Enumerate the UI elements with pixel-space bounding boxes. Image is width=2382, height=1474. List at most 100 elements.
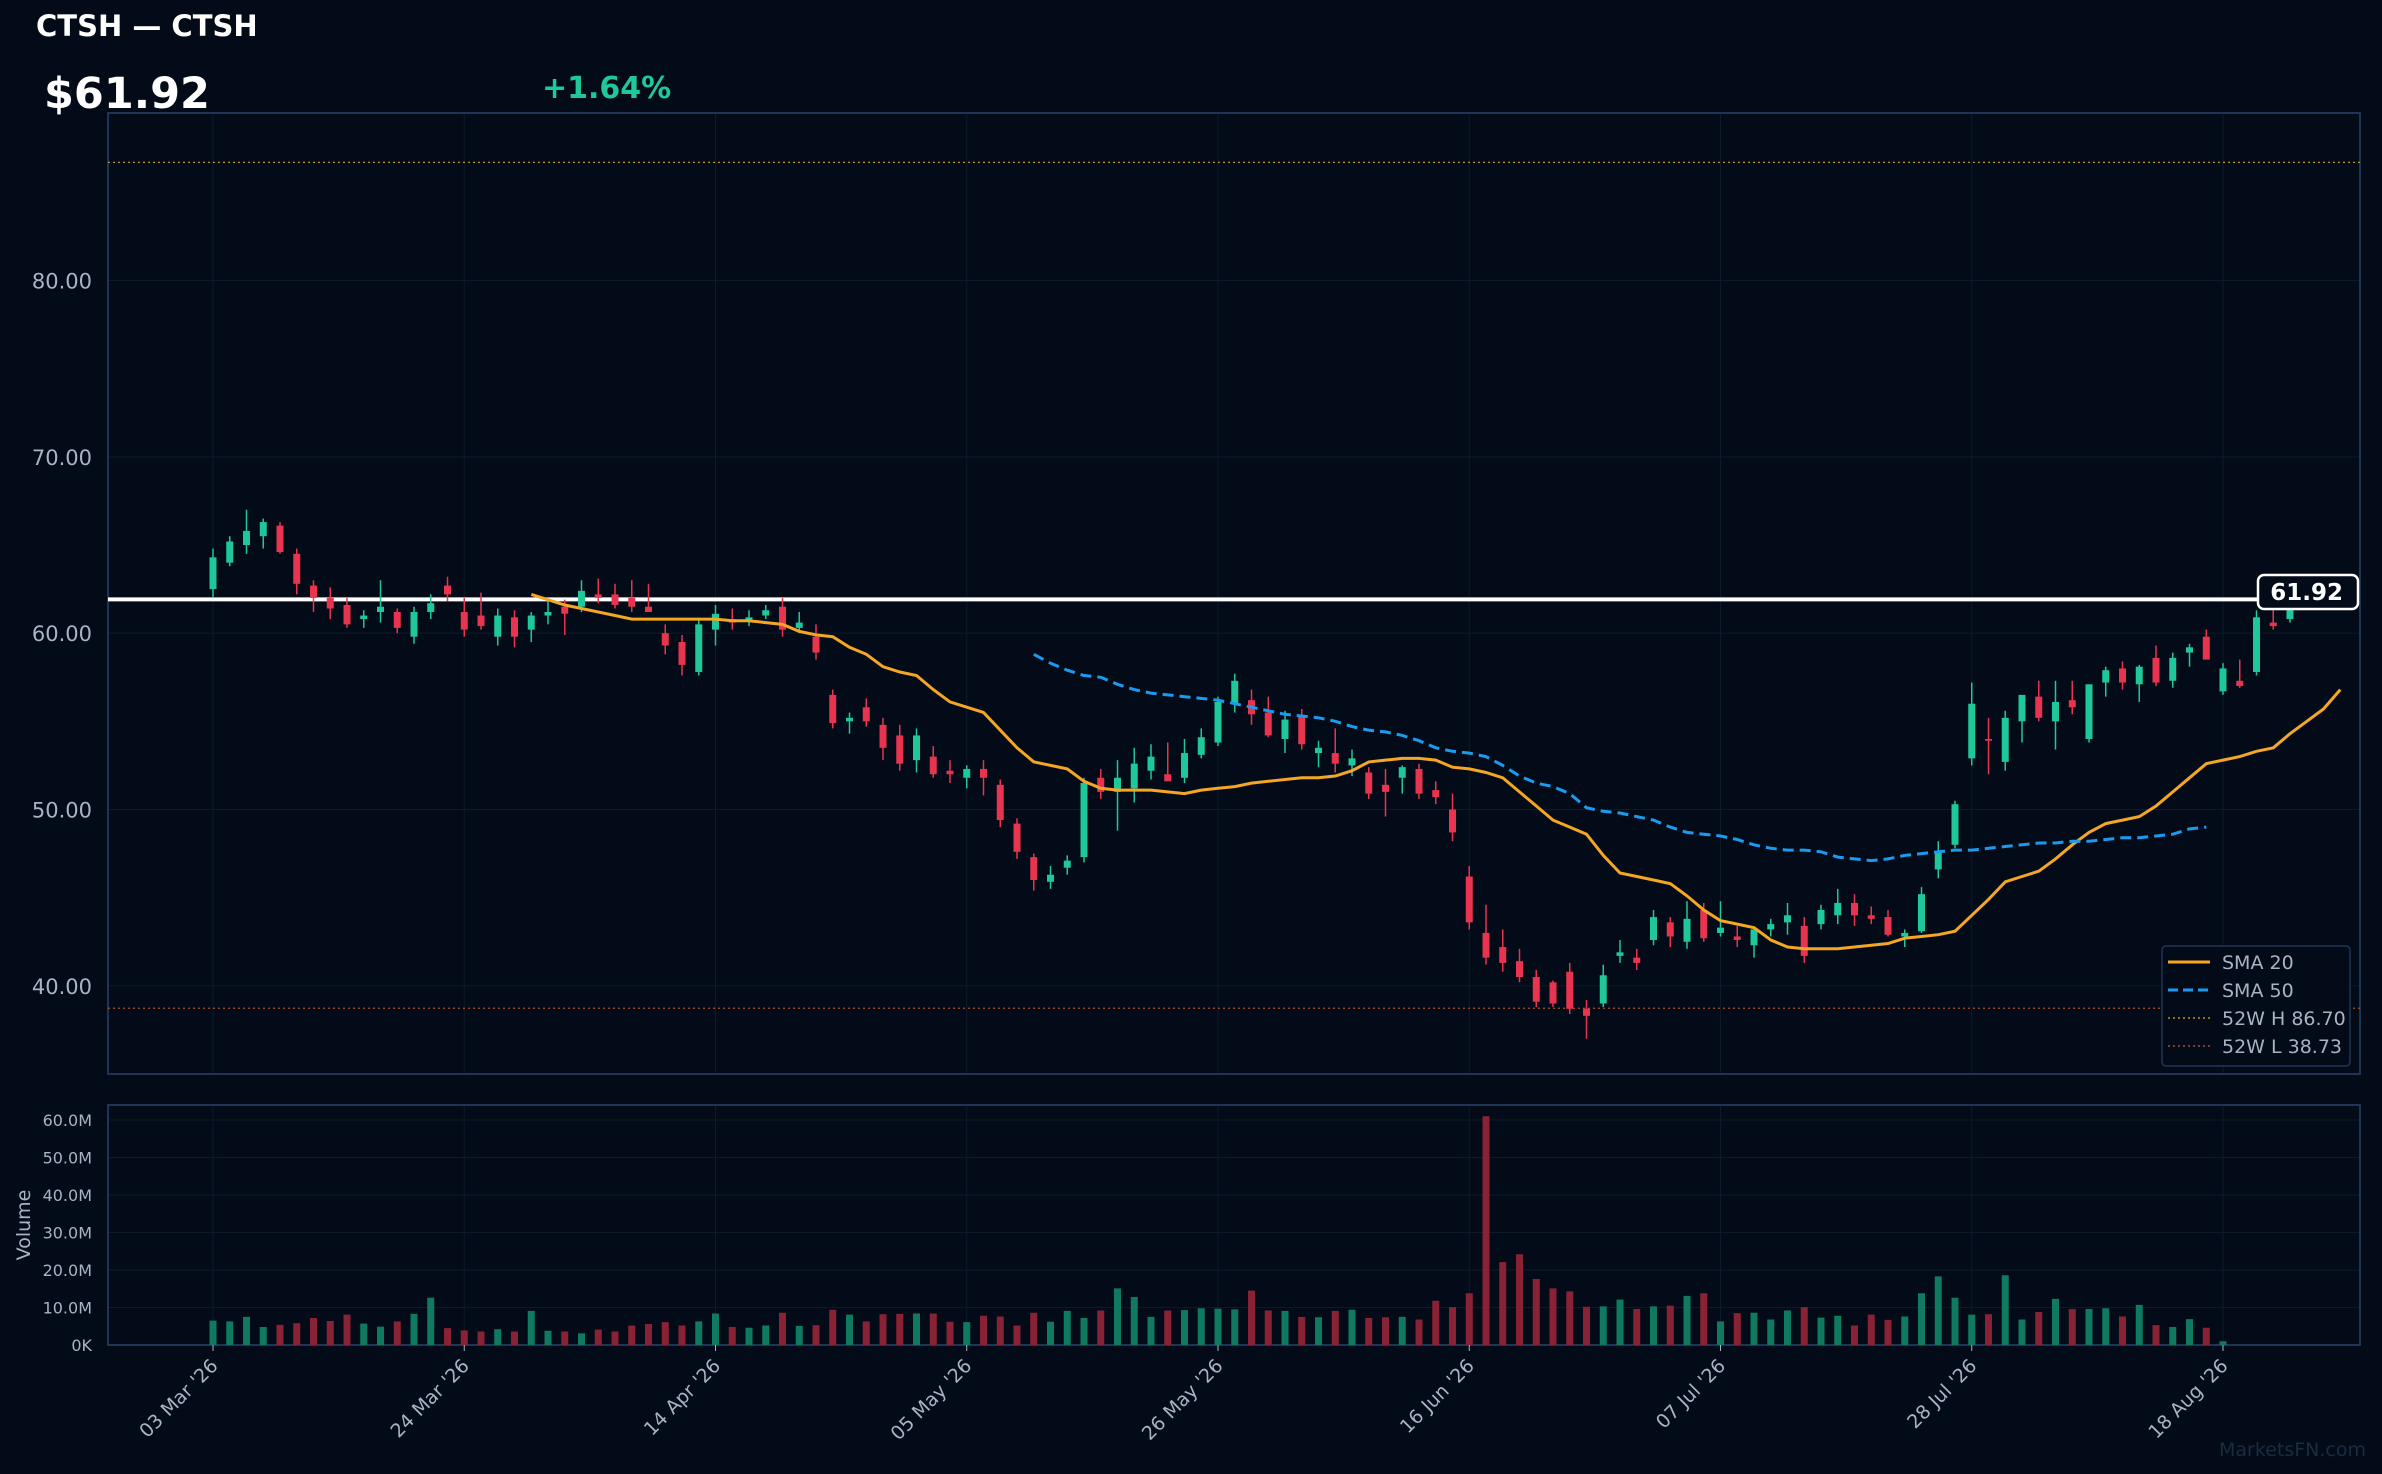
candle-body [1415,768,1423,794]
candle-body [259,522,267,537]
candle [1884,910,1892,937]
price-tick-label: 80.00 [32,270,92,294]
volume-bar [1130,1297,1138,1345]
candle [1733,925,1741,948]
candle [712,604,719,646]
candle-body [695,624,703,672]
legend-label-52w-low: 52W L 38.73 [2222,1036,2342,1058]
price-change: +1.64% [542,71,671,106]
candle-body [829,694,837,724]
candle-body [812,636,820,653]
volume-bar [1164,1310,1172,1345]
candle [929,746,937,778]
candle-body [795,622,803,628]
candle [846,712,853,734]
volume-bar [1248,1290,1255,1345]
candle [896,724,904,771]
x-tick-label: 16 Jun '26 [1396,1355,1479,1438]
volume-bar [862,1321,870,1345]
candle [1516,948,1523,983]
volume-bar [293,1323,301,1345]
candle-body [779,606,786,630]
candle-body [1365,772,1373,794]
candle-body [762,610,770,616]
candle [2068,680,2076,715]
candle [795,612,803,634]
candle-body [1666,922,1674,937]
candle [779,597,786,637]
volume-bar [1985,1314,1992,1345]
volume-bar [1683,1295,1691,1345]
candle-body [2085,684,2093,739]
candle-body [1499,947,1507,963]
candle [377,580,384,623]
candle-body [980,768,987,778]
candle [829,689,837,729]
volume-bar [1767,1319,1775,1345]
volume-bar [946,1321,954,1345]
volume-bar [1331,1310,1339,1345]
candle [1264,696,1272,738]
candle [1482,904,1490,965]
volume-bar [343,1314,351,1345]
price-panel-frame [107,112,2361,1075]
candle-body [1951,804,1959,845]
candle [2102,666,2110,697]
candle [1583,999,1590,1039]
volume-bar [1449,1307,1456,1345]
volume-bar [2018,1319,2026,1345]
volume-bar [846,1314,853,1345]
volume-bar [360,1323,368,1345]
volume-bar [1834,1315,1842,1345]
candle-body [862,707,870,722]
candle [427,594,435,620]
candle-body [2035,696,2043,718]
candle-body [1047,874,1054,882]
volume-bar [1599,1306,1607,1345]
volume-bar [1750,1312,1758,1345]
candle-body [594,594,602,598]
candle-body [2236,680,2244,687]
candle-body [896,735,904,764]
candle [2269,606,2277,630]
candle-body [2119,668,2126,683]
candle-body [1398,767,1406,778]
volume-bar [1616,1299,1624,1345]
volume-bar [2068,1309,2076,1345]
candle [762,604,770,620]
candlesticks [209,509,2294,1039]
volume-bar [377,1326,384,1345]
candle-body [209,557,217,590]
candle-body [444,585,451,595]
price-tick-label: 60.00 [32,622,92,646]
volume-bar [1951,1297,1959,1345]
candle-body [1583,1008,1590,1016]
watermark: MarketsFN.com [2219,1439,2366,1461]
price-tick-label: 50.00 [32,799,92,823]
price-y-axis: 40.00 50.00 60.00 70.00 80.00 [32,270,92,999]
candle-body [2152,657,2160,683]
candle-body [745,617,753,621]
candle-body [1348,758,1356,766]
candle-body [393,612,401,628]
volume-bar [1365,1318,1373,1345]
candle-body [913,735,920,761]
candle-body [2186,647,2193,653]
candle [293,548,301,595]
candle [2253,610,2260,676]
volume-bar [1516,1254,1523,1345]
candle [996,779,1004,828]
candle [2018,694,2026,743]
volume-tick-label: 0K [71,1336,92,1355]
candle-body [1181,753,1188,778]
candle [578,580,585,613]
volume-bar [1298,1316,1306,1345]
x-tick-label: 14 Apr '26 [640,1355,725,1440]
legend-box [2161,945,2351,1067]
candle-body [2219,668,2227,692]
candle-body [846,717,853,722]
candle-body [310,585,317,598]
candle-body [1214,701,1222,743]
volume-bar [1415,1319,1423,1345]
candle-body [377,606,384,613]
